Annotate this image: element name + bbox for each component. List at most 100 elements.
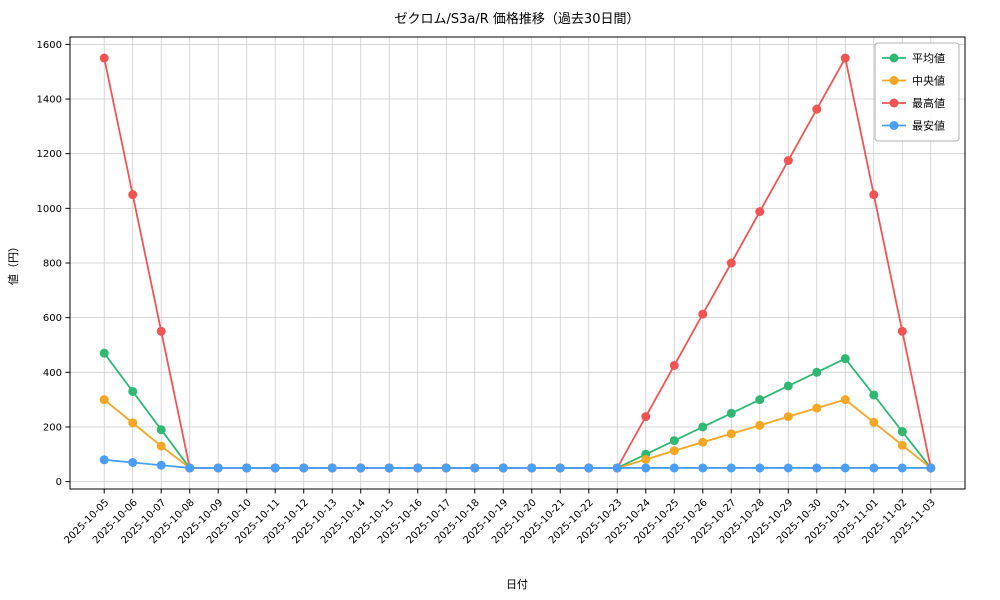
data-point-median: [128, 418, 138, 428]
data-point-median: [812, 403, 822, 413]
data-point-min: [128, 457, 138, 467]
data-point-min: [299, 463, 309, 473]
data-point-max: [812, 104, 822, 114]
legend-item-label: 最安値: [912, 119, 945, 133]
data-point-max: [869, 190, 879, 200]
data-point-average: [128, 386, 138, 396]
data-point-min: [384, 463, 394, 473]
legend-marker: [889, 121, 899, 130]
data-point-average: [99, 348, 109, 358]
data-point-max: [99, 53, 109, 63]
data-point-min: [185, 463, 195, 473]
data-point-median: [783, 412, 793, 422]
data-series: [99, 53, 936, 473]
y-tick-label: 1200: [37, 149, 62, 160]
x-axis-label: 日付: [506, 578, 528, 591]
data-point-average: [156, 425, 166, 435]
data-point-min: [926, 463, 936, 473]
data-point-average: [755, 395, 765, 405]
data-point-min: [869, 463, 879, 473]
data-point-min: [99, 455, 109, 465]
data-point-min: [441, 463, 451, 473]
data-point-min: [356, 463, 366, 473]
series-line-median: [103, 398, 932, 469]
y-tick-label: 400: [43, 368, 62, 379]
data-point-max: [783, 156, 793, 166]
y-tick-label: 1000: [37, 204, 62, 215]
legend-item-average: 平均値: [882, 52, 945, 65]
data-point-max: [726, 258, 736, 268]
series-line-min: [104, 458, 931, 469]
y-tick-label: 600: [43, 313, 62, 324]
legend-item-median: 中央値: [882, 75, 945, 88]
data-point-median: [698, 437, 708, 447]
data-point-median: [726, 429, 736, 439]
y-tick-label: 1400: [37, 95, 62, 106]
data-point-max: [156, 326, 166, 336]
data-point-average: [783, 381, 793, 391]
legend-marker: [889, 98, 899, 108]
data-point-average: [897, 427, 907, 437]
data-point-max: [641, 412, 651, 422]
data-point-min: [498, 463, 508, 473]
data-point-average: [669, 436, 679, 446]
data-point-max: [698, 309, 708, 319]
data-point-average: [726, 408, 736, 418]
data-point-median: [755, 420, 765, 430]
data-point-max: [897, 326, 907, 336]
chart-title: ゼクロム/S3a/R 価格推移（過去30日間）: [395, 11, 640, 27]
legend-item-label: 最高値: [912, 96, 945, 110]
data-point-min: [726, 463, 736, 473]
data-point-min: [527, 463, 537, 473]
data-point-max: [128, 190, 138, 200]
data-point-min: [470, 463, 480, 473]
data-point-min: [327, 463, 337, 473]
legend-item-min: 最安値: [882, 119, 945, 133]
data-point-min: [612, 463, 622, 473]
y-tick-label: 200: [43, 422, 62, 433]
data-point-max: [755, 207, 765, 217]
data-point-median: [99, 395, 109, 405]
legend-item-max: 最高値: [882, 96, 945, 110]
data-point-median: [669, 446, 679, 456]
data-point-min: [156, 460, 166, 470]
series-min: [99, 455, 936, 473]
data-point-average: [812, 367, 822, 377]
data-point-min: [242, 463, 252, 473]
data-point-min: [413, 463, 423, 473]
grid-lines: [70, 37, 965, 489]
y-tick-label: 800: [43, 259, 62, 270]
legend-item-label: 中央値: [912, 75, 945, 88]
data-point-min: [840, 463, 850, 473]
y-tick-label: 0: [56, 477, 62, 488]
series-median: [99, 395, 936, 473]
data-point-max: [840, 53, 850, 63]
data-point-min: [755, 463, 765, 473]
legend-box: [874, 42, 960, 142]
data-point-median: [156, 441, 166, 451]
data-point-max: [669, 360, 679, 370]
data-point-min: [897, 463, 907, 473]
data-point-min: [555, 463, 565, 473]
y-axis-label: 値（円）: [7, 241, 20, 285]
data-point-median: [897, 440, 907, 450]
data-point-min: [213, 463, 223, 473]
legend-item-label: 平均値: [912, 52, 945, 65]
data-point-median: [641, 454, 651, 464]
data-point-min: [812, 463, 822, 473]
data-point-min: [584, 463, 594, 473]
legend-marker: [889, 53, 899, 63]
legend-marker: [889, 76, 899, 85]
data-point-average: [698, 422, 708, 432]
y-tick-label: 1600: [37, 40, 62, 51]
data-point-min: [641, 463, 651, 473]
data-point-min: [698, 463, 708, 473]
data-point-min: [669, 463, 679, 473]
data-point-min: [783, 463, 793, 473]
data-point-median: [840, 395, 850, 405]
data-point-min: [270, 463, 280, 473]
data-point-average: [840, 354, 850, 364]
